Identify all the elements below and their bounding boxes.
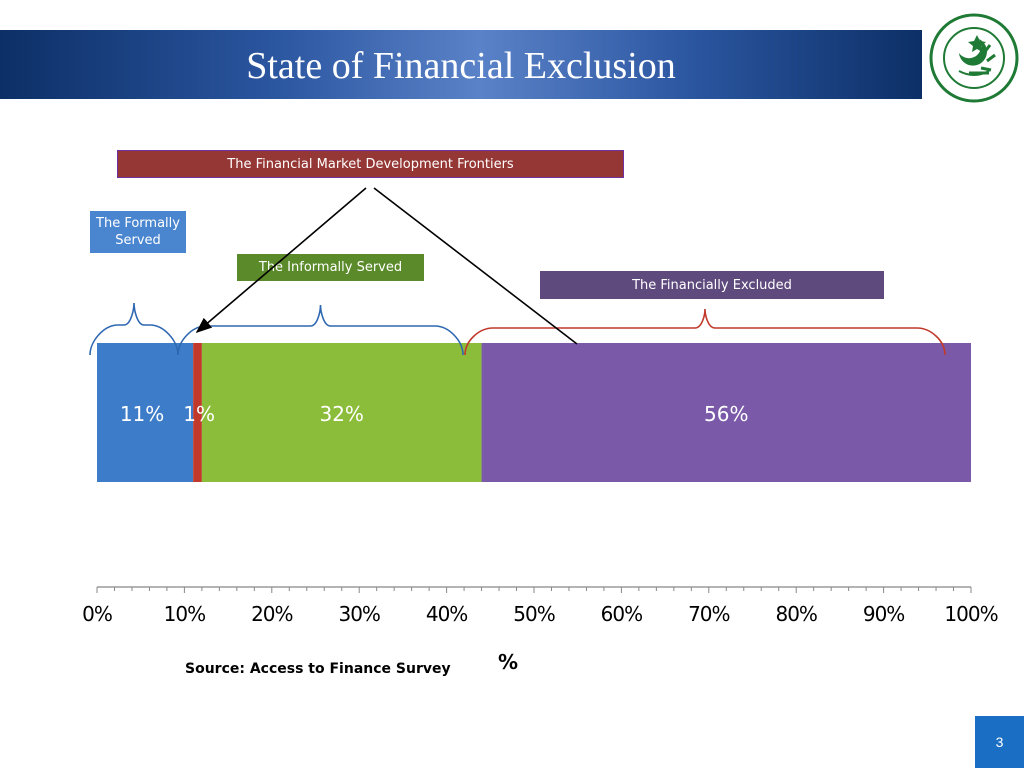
x-axis-label: % [498, 650, 519, 674]
x-tick-label: 0% [82, 602, 112, 626]
source-note: Source: Access to Finance Survey [185, 661, 451, 677]
x-tick-label: 80% [775, 602, 816, 626]
sbp-logo-icon [929, 13, 1019, 103]
brace-informally-served [177, 304, 464, 356]
x-tick-label: 40% [426, 602, 467, 626]
financially-excluded-label: The Financially Excluded [540, 271, 884, 299]
x-tick-label: 100% [944, 602, 997, 626]
bar-excluded [481, 343, 971, 482]
x-tick-label: 90% [863, 602, 904, 626]
formally-served-label: The Formally Served [90, 211, 186, 253]
x-tick-label: 50% [513, 602, 554, 626]
bar-informal [201, 343, 482, 482]
frontiers-label: The Financial Market Development Frontie… [117, 150, 624, 178]
brace-financially-excluded [464, 308, 946, 356]
x-tick-label: 70% [688, 602, 729, 626]
page-number: 3 [975, 716, 1024, 768]
data-label-frontier: 1% [183, 402, 215, 426]
frontier-pointer-line [373, 187, 578, 345]
data-label-formal: 11% [120, 402, 164, 426]
bar-formal [97, 343, 194, 482]
title-bar: State of Financial Exclusion [0, 30, 922, 99]
informally-served-label: The Informally Served [237, 254, 424, 281]
brace-formally-served [89, 302, 179, 356]
frontier-arrow [195, 187, 367, 334]
data-label-informal: 32% [319, 402, 363, 426]
x-tick-label: 20% [251, 602, 292, 626]
x-tick-label: 10% [164, 602, 205, 626]
x-tick-label: 60% [601, 602, 642, 626]
bar-frontier [193, 343, 202, 482]
data-label-excluded: 56% [704, 402, 748, 426]
x-tick-label: 30% [338, 602, 379, 626]
slide-title: State of Financial Exclusion [246, 45, 676, 87]
